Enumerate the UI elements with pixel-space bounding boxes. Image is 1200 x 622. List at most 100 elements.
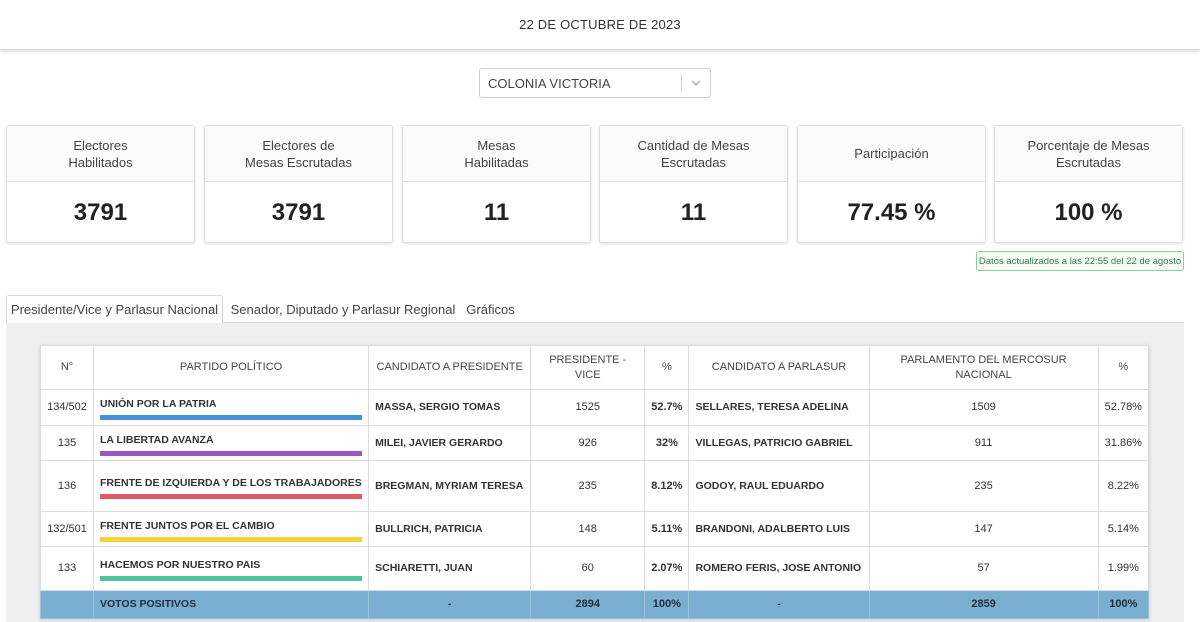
party-color-bar [100,415,363,420]
party-name: FRENTE JUNTOS POR EL CAMBIO [100,519,275,532]
party-color-bar [100,493,363,499]
row-number: 135 [39,425,95,461]
election-date: 22 DE OCTUBRE DE 2023 [519,17,681,32]
parlasur-votes: 57 [868,546,1099,591]
table-row: 136 FRENTE DE IZQUIERDA Y DE LOS TRABAJA… [39,460,1150,512]
col-header-numero: N° [39,345,95,390]
stat-value: 11 [680,198,707,226]
col-header-pct-presidente: % [644,345,690,390]
president-pct: 100% [644,590,690,619]
parlasur-votes: 911 [868,425,1099,461]
tab-graficos[interactable]: Gráficos [466,301,515,317]
president-pct: 32% [644,425,690,461]
parlasur-votes: 2859 [868,590,1099,619]
stat-card-cantidad-mesas-escrutadas: Cantidad de Mesas Escrutadas 11 [599,125,788,243]
parlasur-candidate: BRANDONI, ADALBERTO LUIS [688,511,870,547]
stats-cards: Electores Habilitados 3791 Electores de … [6,125,1184,243]
parlasur-pct: 8.22% [1097,460,1150,512]
parlasur-pct: 100% [1097,590,1150,619]
party-color-bar [100,536,363,542]
party-cell: HACEMOS POR NUESTRO PAIS [93,546,370,591]
party-color-bar [100,576,363,581]
stat-card-participacion: Participación 77.45 % [797,125,986,243]
parlasur-candidate: VILLEGAS, PATRICIO GABRIEL [688,425,870,461]
total-row: VOTOS POSITIVOS - 2894 100% - 2859 100% [39,590,1150,619]
col-header-candidato-parlasur: CANDIDATO A PARLASUR [688,345,870,390]
parlasur-pct: 31.86% [1097,425,1150,461]
stat-card-electores-habilitados: Electores Habilitados 3791 [6,125,195,243]
president-candidate: - [368,590,532,619]
col-header-candidato-presidente: CANDIDATO A PRESIDENTE [368,345,532,390]
location-select-value: COLONIA VICTORIA [488,75,611,91]
president-candidate: BREGMAN, MYRIAM TERESA [368,460,532,512]
party-color-bar [100,450,363,456]
table-row: 135 LA LIBERTAD AVANZA MILEI, JAVIER GER… [39,425,1150,461]
party-cell: FRENTE JUNTOS POR EL CAMBIO [93,511,370,547]
parlasur-pct: 1.99% [1097,546,1150,591]
president-pct: 5.11% [644,511,690,547]
location-select[interactable]: COLONIA VICTORIA [479,68,711,98]
stat-label: Porcentaje de Mesas Escrutadas [995,126,1182,182]
row-number: 133 [39,546,95,591]
president-pct: 52.7% [644,389,690,426]
col-header-presidente-vice: PRESIDENTE - VICE [530,345,646,390]
president-votes: 1525 [530,389,646,426]
stat-value: 3791 [73,198,128,226]
president-candidate: BULLRICH, PATRICIA [368,511,532,547]
updated-badge: Datos actualizados a las 22:55 del 22 de… [976,251,1184,271]
tab-senador-diputado-parlasur-regional[interactable]: Senador, Diputado y Parlasur Regional [230,301,456,317]
party-name: HACEMOS POR NUESTRO PAIS [100,559,261,571]
party-name: UNIÓN POR LA PATRIA [100,398,217,410]
table-row: 133 HACEMOS POR NUESTRO PAIS SCHIARETTI,… [39,546,1150,591]
tab-presidente-parlasur-nacional[interactable]: Presidente/Vice y Parlasur Nacional [6,295,223,324]
president-pct: 8.12% [644,460,690,512]
parlasur-votes: 235 [868,460,1099,512]
stat-card-mesas-habilitadas: Mesas Habilitadas 11 [402,125,591,243]
president-votes: 2894 [530,590,646,619]
select-separator [681,74,682,92]
president-votes: 926 [530,425,646,461]
president-pct: 2.07% [644,546,690,591]
results-table: N° PARTIDO POLÍTICO CANDIDATO A PRESIDEN… [39,345,1150,619]
parlasur-candidate: SELLARES, TERESA ADELINA [688,389,870,426]
stat-value: 100 % [1054,198,1123,226]
parlasur-votes: 147 [868,511,1099,547]
table-row: 132/501 FRENTE JUNTOS POR EL CAMBIO BULL… [39,511,1150,547]
parlasur-votes: 1509 [868,389,1099,426]
stat-label: Mesas Habilitadas [403,126,590,182]
col-header-partido: PARTIDO POLÍTICO [93,345,370,390]
parlasur-candidate: - [688,590,870,619]
page-header: 22 DE OCTUBRE DE 2023 [0,0,1200,50]
president-candidate: SCHIARETTI, JUAN [368,546,532,591]
stat-label: Cantidad de Mesas Escrutadas [600,126,787,182]
col-header-pct-parlasur: % [1097,345,1150,390]
stat-card-porcentaje-mesas-escrutadas: Porcentaje de Mesas Escrutadas 100 % [994,125,1183,243]
table-header-row: N° PARTIDO POLÍTICO CANDIDATO A PRESIDEN… [39,345,1150,390]
results-tabs: Presidente/Vice y Parlasur Nacional Sena… [6,295,1184,324]
stat-value: 3791 [271,198,326,226]
stat-value: 77.45 % [847,198,936,226]
party-name: LA LIBERTAD AVANZA [100,433,214,446]
president-candidate: MILEI, JAVIER GERARDO [368,425,532,461]
party-cell: FRENTE DE IZQUIERDA Y DE LOS TRABAJADORE… [93,460,370,512]
stat-label: Electores Habilitados [7,126,194,182]
col-header-parlamento-mercosur: PARLAMENTO DEL MERCOSUR NACIONAL [868,345,1099,390]
president-candidate: MASSA, SERGIO TOMAS [368,389,532,426]
stat-label: Participación [798,126,985,182]
chevron-down-icon[interactable] [682,80,710,86]
president-votes: 235 [530,460,646,512]
party-cell: UNIÓN POR LA PATRIA [93,389,370,426]
parlasur-candidate: ROMERO FERIS, JOSE ANTONIO [688,546,870,591]
row-number: 136 [39,460,95,512]
party-cell: LA LIBERTAD AVANZA [93,425,370,461]
stat-card-electores-mesas-escrutadas: Electores de Mesas Escrutadas 3791 [204,125,393,243]
row-number [39,590,95,619]
parlasur-pct: 5.14% [1097,511,1150,547]
stat-label: Electores de Mesas Escrutadas [205,126,392,182]
total-label: VOTOS POSITIVOS [93,590,370,619]
president-votes: 148 [530,511,646,547]
parlasur-pct: 52.78% [1097,389,1150,426]
table-row: 134/502 UNIÓN POR LA PATRIA MASSA, SERGI… [39,389,1150,426]
party-name: FRENTE DE IZQUIERDA Y DE LOS TRABAJADORE… [100,476,362,489]
row-number: 134/502 [39,389,95,426]
